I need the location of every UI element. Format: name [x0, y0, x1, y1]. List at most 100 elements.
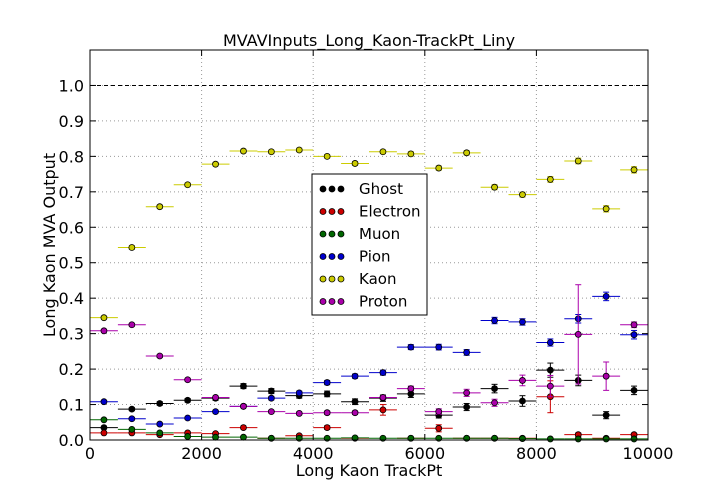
kaon-point	[491, 183, 498, 191]
x-tick-label: 2000	[181, 444, 222, 463]
pion-point	[519, 318, 526, 326]
proton-point	[463, 389, 471, 397]
kaon-point	[519, 191, 526, 199]
kaon-point	[546, 176, 554, 183]
ghost-point	[156, 400, 164, 407]
chart-title: MVAVInputs_Long_Kaon-TrackPt_Liny	[223, 31, 515, 51]
proton-point	[491, 399, 498, 407]
legend-marker-ghost	[328, 185, 336, 193]
y-axis-label: Long Kaon MVA Output	[40, 153, 59, 337]
kaon-point	[463, 149, 471, 157]
y-tick-label: 0.6	[59, 218, 84, 237]
muon-point	[184, 433, 192, 440]
y-tick-label: 0.0	[59, 431, 84, 450]
legend-label-kaon: Kaon	[359, 270, 396, 288]
pion-point	[379, 369, 387, 377]
kaon-point	[212, 160, 219, 168]
legend-marker-electron	[328, 208, 336, 215]
muon-point	[240, 433, 247, 441]
pion-point	[323, 379, 331, 386]
legend-marker-proton	[328, 298, 336, 305]
x-tick-label: 0	[85, 444, 95, 463]
legend-marker-proton	[337, 298, 345, 305]
y-tick-label: 0.7	[59, 183, 84, 202]
kaon-point	[100, 314, 108, 322]
y-tick-label: 0.9	[59, 112, 84, 131]
proton-point	[602, 372, 610, 380]
series-ghost	[90, 362, 648, 431]
x-tick-label: 8000	[516, 444, 557, 463]
legend-marker-pion	[337, 253, 345, 260]
muon-point	[546, 435, 554, 443]
ghost-point	[491, 385, 498, 392]
proton-point	[546, 382, 554, 390]
proton-point	[267, 408, 275, 416]
legend-marker-kaon	[337, 275, 345, 283]
proton-point	[407, 385, 415, 392]
muon-point	[602, 435, 610, 443]
pion-point	[184, 414, 192, 422]
legend-marker-ghost	[319, 185, 327, 193]
ghost-point	[463, 403, 471, 411]
legend-marker-muon	[337, 230, 345, 238]
legend-marker-pion	[319, 253, 327, 260]
proton-point	[323, 409, 331, 417]
pion-point	[491, 317, 498, 324]
legend-marker-kaon	[319, 275, 327, 283]
electron-point	[323, 424, 331, 431]
ghost-point	[128, 405, 136, 413]
proton-point	[240, 402, 247, 410]
ghost-point	[267, 387, 275, 395]
y-tick-label: 0.4	[59, 289, 84, 308]
x-tick-label: 6000	[404, 444, 445, 463]
y-tick-label: 1.0	[59, 76, 84, 95]
proton-point	[184, 376, 192, 384]
x-axis: 0 2000 4000 6000 8000 10000	[85, 50, 673, 463]
electron-point	[379, 406, 387, 414]
kaon-point	[267, 148, 275, 156]
kaon-point	[128, 244, 136, 251]
proton-point	[156, 352, 164, 360]
ghost-point	[351, 398, 359, 406]
legend-marker-electron	[319, 208, 327, 215]
y-tick-label: 0.1	[59, 396, 84, 415]
series-electron	[90, 380, 648, 442]
proton-point	[630, 321, 638, 329]
pion-point	[267, 394, 275, 402]
kaon-point	[323, 152, 331, 160]
pion-point	[212, 408, 219, 416]
muon-point	[212, 433, 219, 441]
grid	[90, 50, 648, 440]
ghost-point	[519, 397, 526, 405]
proton-point	[295, 410, 303, 417]
kaon-point	[407, 150, 415, 158]
pion-point	[602, 293, 610, 300]
y-tick-label: 0.3	[59, 325, 84, 344]
series-proton	[90, 284, 648, 417]
kaon-point	[351, 160, 359, 167]
kaon-point	[295, 146, 303, 154]
proton-point	[519, 377, 526, 384]
electron-point	[435, 424, 443, 432]
plot-frame	[89, 49, 649, 441]
pion-point	[295, 389, 303, 397]
legend-label-pion: Pion	[359, 248, 391, 266]
legend-label-electron: Electron	[359, 203, 421, 221]
ghost-point	[602, 411, 610, 419]
ghost-point	[184, 396, 192, 404]
electron-point	[100, 429, 108, 437]
kaon-point	[156, 203, 164, 211]
proton-point	[351, 409, 359, 417]
kaon-point	[630, 166, 638, 174]
y-tick-label: 0.8	[59, 147, 84, 166]
ghost-point	[323, 390, 331, 398]
x-tick-label: 4000	[293, 444, 334, 463]
pion-point	[546, 339, 554, 346]
muon-point	[630, 435, 638, 443]
kaon-point	[602, 205, 610, 213]
kaon-point	[184, 181, 192, 189]
pion-point	[128, 415, 136, 423]
pion-point	[100, 398, 108, 406]
proton-point	[128, 321, 136, 329]
